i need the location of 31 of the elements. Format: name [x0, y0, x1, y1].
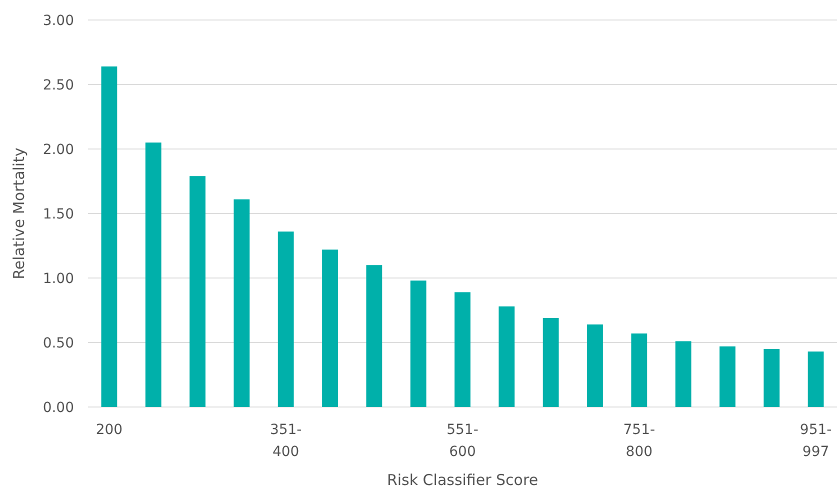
bar: [808, 352, 824, 407]
bar: [675, 341, 692, 407]
bar: [542, 318, 559, 407]
bar: [190, 176, 206, 407]
bar: [234, 199, 250, 407]
y-tick-label: 0.00: [42, 400, 74, 416]
bar: [498, 306, 515, 407]
y-tick-label: 1.50: [42, 206, 74, 222]
y-tick-label: 2.00: [42, 142, 74, 158]
bar: [454, 292, 470, 407]
bar: [631, 333, 648, 407]
x-tick-label: 551-600: [446, 422, 478, 460]
bar: [322, 250, 338, 407]
bar: [587, 324, 603, 407]
y-tick-label: 0.50: [42, 335, 74, 352]
bar: [410, 280, 426, 407]
y-tick-label: 1.00: [42, 270, 74, 287]
y-tick-label: 3.00: [42, 12, 74, 29]
bar: [366, 265, 382, 407]
y-tick-label: 2.50: [42, 77, 74, 94]
x-axis-title: Risk Classifier Score: [386, 471, 538, 489]
bar: [145, 142, 162, 407]
y-axis-title: Relative Mortality: [10, 148, 28, 280]
bar: [764, 348, 780, 407]
x-tick-label: 200: [96, 422, 123, 438]
bar: [278, 232, 294, 407]
x-tick-label: 351-400: [270, 422, 302, 460]
bar: [101, 66, 118, 407]
x-tick-label: 951-997: [800, 422, 832, 460]
x-tick-label: 751-800: [623, 422, 656, 460]
bar: [720, 346, 736, 407]
